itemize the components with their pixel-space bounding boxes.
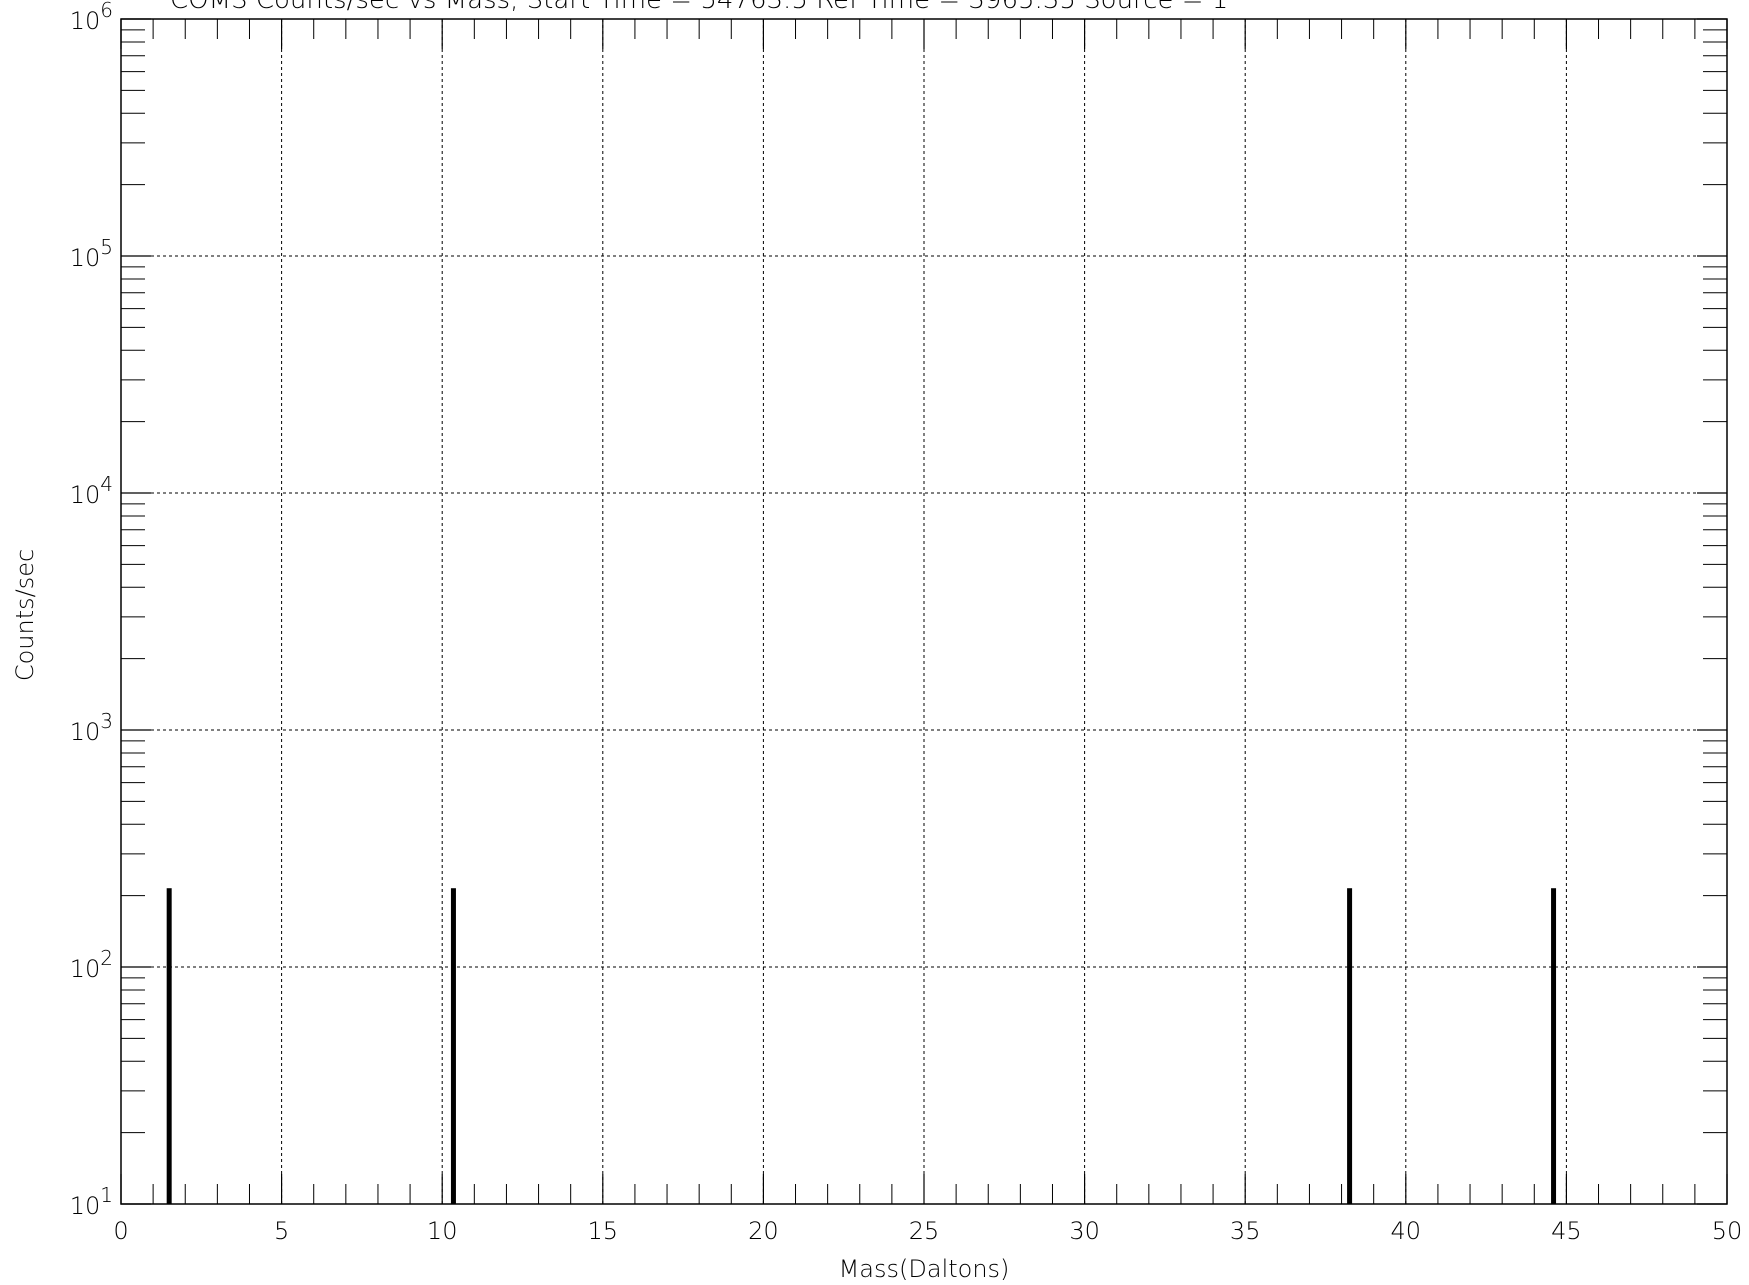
y-tick-label-exponent: 6: [100, 0, 113, 22]
y-tick-label-base: 10: [70, 7, 101, 35]
y-tick-label-exponent: 4: [100, 472, 113, 496]
y-tick-label: 102: [70, 946, 113, 983]
y-tick-label-exponent: 5: [100, 235, 113, 259]
x-tick-label: 10: [427, 1217, 458, 1245]
y-tick-label-base: 10: [70, 481, 101, 509]
y-tick-label-base: 10: [70, 244, 101, 272]
y-tick-label: 103: [70, 709, 113, 746]
x-tick-label: 30: [1069, 1217, 1100, 1245]
grid: [121, 19, 1727, 1204]
x-tick-label: 35: [1230, 1217, 1261, 1245]
bar: [1347, 888, 1353, 1204]
x-tick-label: 0: [113, 1217, 128, 1245]
x-tick-label: 15: [588, 1217, 619, 1245]
x-tick-labels: 0 5 10 15 20 25 30 35 40 45 50: [113, 1217, 1742, 1245]
minor-ticks: [120, 18, 1728, 1205]
bar: [166, 888, 172, 1204]
y-axis-label: Counts/sec: [11, 549, 39, 681]
bars: [166, 888, 1557, 1204]
y-tick-label: 104: [70, 472, 113, 509]
y-tick-label-base: 10: [70, 1192, 101, 1220]
y-tick-label-base: 10: [70, 955, 101, 983]
y-tick-label: 101: [70, 1183, 113, 1220]
x-tick-label: 20: [748, 1217, 779, 1245]
y-tick-label: 105: [70, 235, 113, 272]
x-tick-label: 45: [1551, 1217, 1582, 1245]
chart-title: COMS Counts/sec vs Mass, Start Time = 54…: [170, 0, 1228, 15]
y-tick-label-base: 10: [70, 718, 101, 746]
bar: [1551, 888, 1557, 1204]
x-tick-label: 40: [1391, 1217, 1422, 1245]
x-tick-label: 5: [274, 1217, 289, 1245]
x-tick-label: 50: [1712, 1217, 1743, 1245]
x-axis-label: Mass(Daltons): [839, 1255, 1010, 1283]
x-tick-label: 25: [909, 1217, 940, 1245]
plot-frame: [120, 18, 1728, 1205]
y-tick-label-exponent: 1: [100, 1183, 113, 1207]
bar: [450, 888, 456, 1204]
y-tick-label-exponent: 3: [100, 709, 113, 733]
y-tick-label-exponent: 2: [100, 946, 113, 970]
y-tick-label: 106: [70, 0, 113, 35]
